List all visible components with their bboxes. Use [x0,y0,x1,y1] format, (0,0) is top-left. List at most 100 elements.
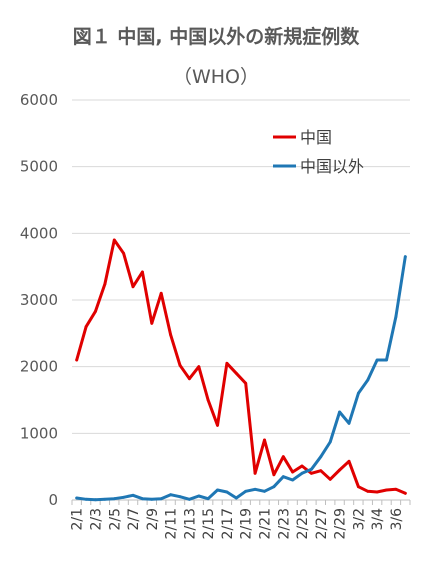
data-point [253,487,257,491]
data-point [75,496,79,500]
data-point [141,270,144,274]
data-point [394,315,398,319]
x-axis: 2/1 2/3 2/5 2/7 2/9 2/11 2/13 2/15 2/17 2/19 2/21 2… [70,500,411,539]
y-tick-label: 4000 [20,224,58,242]
data-point [366,489,370,493]
data-point [375,490,379,494]
data-point [357,485,360,489]
x-tick-label: 2/23 [276,508,292,539]
series-lines [75,238,407,502]
data-point [300,471,304,475]
series-line-1 [75,255,407,502]
data-point [272,473,276,477]
x-tick-label: 2/15 [201,508,217,539]
data-point [178,363,182,367]
data-point [281,455,285,459]
chart-title: 図１ 中国, 中国以外の新規症例数 [72,26,360,48]
x-tick-label: 2/25 [295,508,311,539]
y-tick-label: 3000 [20,291,58,309]
x-tick-label: 2/3 [88,508,104,531]
data-point [94,309,97,313]
x-tick-label: 3/4 [370,508,386,531]
data-point [84,325,88,329]
x-tick-label: 3/2 [351,508,367,531]
data-point [178,495,182,499]
data-point [216,488,219,492]
x-tick-label: 2/27 [314,508,330,539]
data-point [112,238,116,242]
data-point [169,493,173,497]
data-point [385,488,388,492]
data-point [338,410,341,414]
data-point [310,467,313,471]
legend-label: 中国 [300,128,332,147]
data-point [403,255,407,259]
data-point [225,490,229,494]
data-point [94,498,97,502]
data-point [216,423,219,427]
data-point [347,421,351,425]
x-tick-label: 2/11 [164,508,180,539]
data-point [319,469,323,473]
y-tick-label: 5000 [20,158,58,176]
data-point [188,497,191,501]
data-point [385,358,388,362]
y-tick-label: 1000 [20,424,58,442]
data-point [122,495,125,499]
data-point [263,438,266,442]
data-point [206,497,210,501]
data-point [291,478,294,482]
data-point [103,497,107,501]
data-point [234,496,238,500]
data-point [150,321,154,325]
data-point [328,440,332,444]
data-point [188,377,191,381]
data-point [319,455,323,459]
x-tick-label: 3/6 [389,508,405,531]
series-line-0 [75,238,407,495]
x-tick-label: 2/29 [333,508,349,539]
chart-subtitle: （WHO） [172,66,260,88]
data-point [291,470,294,474]
data-point [197,494,201,498]
data-point [338,468,341,472]
data-point [206,398,210,402]
data-point [141,497,144,501]
legend-label: 中国以外 [300,157,364,176]
data-point [197,365,201,369]
y-axis-ticks: 0 1000 2000 3000 4000 5000 6000 [20,91,58,509]
data-point [347,459,351,463]
data-point [112,497,116,501]
x-tick-label: 2/5 [107,508,123,531]
x-tick-label: 2/17 [220,508,236,539]
data-point [272,485,276,489]
y-tick-label: 6000 [20,91,58,109]
data-point [131,285,135,289]
data-point [310,471,313,475]
data-point [366,378,370,382]
y-tick-label: 2000 [20,358,58,376]
data-point [131,493,135,497]
x-tick-label: 2/19 [239,508,255,539]
data-point [328,477,332,481]
data-point [234,371,238,375]
data-point [281,475,285,479]
data-point [263,489,266,493]
data-point [150,497,154,501]
data-point [75,358,79,362]
data-point [169,333,173,337]
data-point [394,487,398,491]
data-point [244,489,248,493]
x-tick-label: 2/21 [257,508,273,539]
data-point [375,358,379,362]
data-point [244,381,248,385]
data-point [122,251,125,255]
data-point [103,282,107,286]
data-point [403,491,407,495]
data-point [225,361,229,365]
data-point [159,497,163,501]
x-tick-label: 2/1 [70,508,86,531]
data-point [357,391,360,395]
